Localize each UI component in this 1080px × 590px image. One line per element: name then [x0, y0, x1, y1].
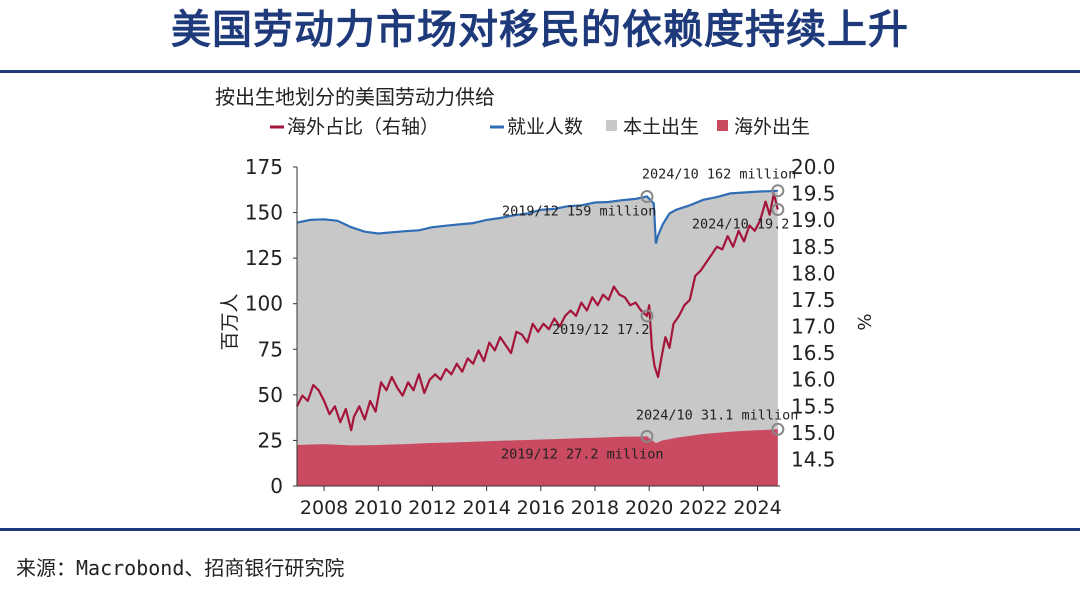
x-tick-label: 2014: [462, 497, 510, 519]
employment-line: [296, 189, 778, 244]
right-tick-label: 14.5: [791, 447, 836, 471]
plot-areas: [297, 190, 778, 486]
left-tick-label: 50: [258, 383, 283, 407]
legend-swatch-box: [606, 120, 617, 131]
left-tick-label: 175: [245, 155, 283, 179]
plot-lines: [296, 189, 779, 432]
right-tick-label: 17.5: [791, 288, 836, 312]
title-divider: [0, 70, 1080, 73]
left-tick-label: 25: [258, 428, 283, 452]
legend-label: 就业人数: [507, 116, 583, 138]
annotation-label: 2024/10 19.2: [692, 217, 790, 233]
left-tick-label: 150: [245, 201, 283, 225]
right-tick-label: 16.5: [791, 341, 836, 365]
annotation-marker: [640, 190, 654, 204]
annotation-marker: [771, 184, 785, 198]
right-tick-label: 19.0: [791, 208, 836, 232]
left-tick-label: 75: [258, 337, 283, 361]
y-axis-label-right: %: [853, 313, 874, 330]
foreign-share-line: [296, 192, 779, 432]
y-axis-label-left: 百万人: [219, 293, 241, 350]
left-tick-label: 100: [245, 292, 283, 316]
x-tick-label: 2016: [517, 497, 565, 519]
native-born-area: [297, 190, 778, 486]
slide-title: 美国劳动力市场对移民的依赖度持续上升: [171, 7, 909, 53]
legend-label: 海外占比（右轴）: [287, 116, 439, 138]
x-tick-label: 2010: [354, 497, 402, 519]
right-tick-label: 15.0: [791, 421, 836, 445]
x-tick-label: 2020: [625, 497, 673, 519]
left-tick-label: 0: [270, 474, 283, 498]
chart: 按出生地划分的美国劳动力供给 海外占比（右轴） 就业人数 本土出生 海外出生 0 25 5…: [215, 85, 874, 519]
footer-divider: [0, 528, 1080, 531]
annotations: 2024/10 162 million 2019/12 159 million 20…: [501, 167, 798, 463]
x-tick-label: 2018: [571, 497, 619, 519]
annotation-label: 2019/12 27.2 million: [501, 446, 664, 462]
annotation-label: 2019/12 17.2: [552, 322, 650, 338]
annotation-label: 2024/10 31.1 million: [636, 407, 799, 423]
right-tick-label: 16.0: [791, 368, 836, 392]
legend-label: 本土出生: [623, 116, 699, 138]
left-tick-label: 125: [245, 246, 283, 270]
right-tick-label: 20.0: [791, 155, 836, 179]
source-note: 来源：Macrobond、招商银行研究院: [16, 556, 345, 580]
x-tick-label: 2012: [408, 497, 456, 519]
legend: 海外占比（右轴） 就业人数 本土出生 海外出生: [270, 116, 810, 138]
right-tick-label: 15.5: [791, 394, 836, 418]
annotation-marker: [771, 422, 785, 436]
axes: 025507510012515017514.515.015.516.016.51…: [245, 155, 836, 519]
annotation-label: 2024/10 162 million: [642, 167, 796, 183]
x-tick-label: 2024: [733, 497, 781, 519]
chart-title: 按出生地划分的美国劳动力供给: [215, 85, 495, 109]
legend-label: 海外出生: [734, 116, 810, 138]
right-tick-label: 18.5: [791, 235, 836, 259]
foreign-born-area: [297, 429, 778, 486]
annotation-label: 2019/12 159 million: [502, 204, 656, 220]
x-tick-label: 2022: [679, 497, 727, 519]
right-tick-label: 18.0: [791, 261, 836, 285]
annotation-marker: [771, 203, 785, 217]
legend-swatch-box: [717, 120, 728, 131]
right-tick-label: 17.0: [791, 315, 836, 339]
right-tick-label: 19.5: [791, 182, 836, 206]
annotation-marker: [640, 309, 654, 323]
annotation-marker: [640, 429, 654, 443]
x-tick-label: 2008: [300, 497, 348, 519]
